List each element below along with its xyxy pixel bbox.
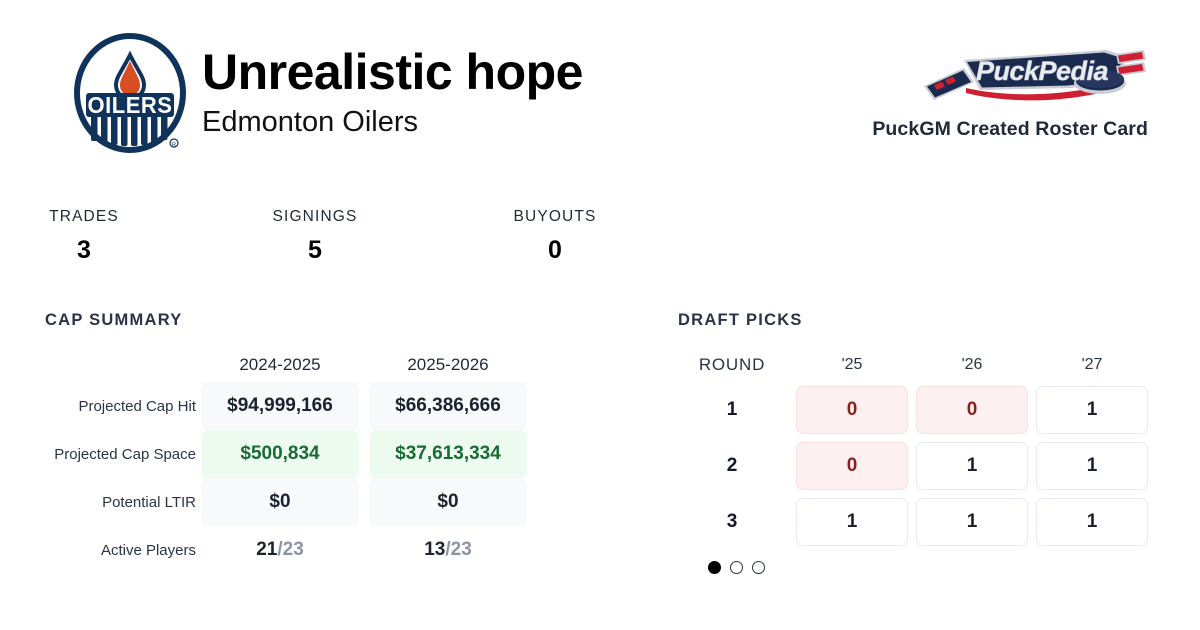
page-title: Unrealistic hope [202, 44, 584, 100]
table-row: Potential LTIR $0 $0 [0, 478, 532, 526]
cap-value-cell: $0 [201, 478, 359, 526]
stat-value: 3 [77, 236, 91, 264]
draft-year-header-0: '25 [841, 356, 863, 373]
cap-value-cell: $66,386,666 [369, 382, 527, 430]
stat-value: 0 [548, 236, 562, 264]
draft-pick-cell: 0 [796, 442, 908, 490]
draft-pick-cell: 1 [916, 442, 1028, 490]
draft-pick-cell: 1 [1036, 442, 1148, 490]
table-row: 2 0 1 1 [672, 438, 1152, 494]
draft-picks-table: ROUND '25 '26 '27 1 0 0 1 2 [672, 348, 1152, 550]
cap-value-cell: $94,999,166 [201, 382, 359, 430]
cap-header-row: 2024-2025 2025-2026 [0, 348, 532, 382]
draft-pick-cell: 1 [1036, 386, 1148, 434]
card-header: OILERS R Unrealistic hope Edmonton Oiler… [0, 0, 1200, 180]
table-row: Projected Cap Hit $94,999,166 $66,386,66… [0, 382, 532, 430]
team-name: Edmonton Oilers [202, 106, 418, 138]
cap-row-label: Active Players [100, 541, 196, 559]
cap-column-header-0: 2024-2025 [239, 355, 321, 374]
active-players-total: /23 [277, 539, 304, 560]
puckpedia-logo-icon[interactable]: PuckPedia [920, 42, 1148, 106]
active-players-total: /23 [445, 539, 472, 560]
stat-buyouts: BUYOUTS 0 [470, 208, 640, 265]
active-players-count: 21 [256, 539, 278, 560]
cap-summary-heading: CAP SUMMARY [45, 311, 183, 329]
svg-text:OILERS: OILERS [88, 92, 173, 118]
svg-text:R: R [172, 142, 176, 148]
draft-header-row: ROUND '25 '26 '27 [672, 348, 1152, 382]
draft-round-header: ROUND [698, 355, 766, 374]
draft-round-number: 3 [726, 511, 738, 532]
cap-value-cell: $500,834 [201, 430, 359, 478]
svg-text:PuckPedia: PuckPedia [976, 56, 1109, 86]
cap-row-label: Projected Cap Space [54, 445, 196, 463]
pagination-dot-3[interactable] [752, 561, 765, 574]
cap-value-cell: $0 [369, 478, 527, 526]
table-row: Projected Cap Space $500,834 $37,613,334 [0, 430, 532, 478]
draft-year-header-2: '27 [1081, 356, 1103, 373]
table-row: Active Players 21/23 13/23 [0, 526, 532, 574]
cap-value-cell: 13/23 [369, 526, 527, 574]
pagination-dot-2[interactable] [730, 561, 743, 574]
draft-pick-cell: 0 [916, 386, 1028, 434]
stat-signings: SIGNINGS 5 [230, 208, 400, 265]
stat-trades: TRADES 3 [0, 208, 168, 265]
stat-label: SIGNINGS [272, 208, 358, 225]
summary-stats: TRADES 3 SIGNINGS 5 BUYOUTS 0 [0, 208, 660, 278]
draft-picks-heading: DRAFT PICKS [678, 311, 803, 329]
edmonton-oilers-logo-icon: OILERS R [68, 33, 192, 157]
draft-picks-panel: ROUND '25 '26 '27 1 0 0 1 2 [672, 348, 1172, 550]
table-row: 1 0 0 1 [672, 382, 1152, 438]
cap-value-cell: 21/23 [201, 526, 359, 574]
cap-summary-panel: 2024-2025 2025-2026 Projected Cap Hit $9… [0, 348, 660, 574]
draft-pick-cell: 1 [1036, 498, 1148, 546]
pagination-dot-1[interactable] [708, 561, 721, 574]
draft-pick-cell: 1 [796, 498, 908, 546]
stat-label: TRADES [49, 208, 119, 225]
title-block: Unrealistic hope Edmonton Oilers [202, 44, 584, 140]
draft-year-header-1: '26 [961, 356, 983, 373]
cap-corner-cell [0, 348, 196, 382]
draft-pick-cell: 0 [796, 386, 908, 434]
draft-pick-cell: 1 [916, 498, 1028, 546]
cap-row-label: Potential LTIR [102, 493, 196, 511]
brand-block: PuckPedia PuckGM Created Roster Card [872, 42, 1148, 141]
carousel-pagination[interactable] [708, 561, 765, 574]
table-row: 3 1 1 1 [672, 494, 1152, 550]
draft-round-number: 2 [726, 455, 738, 476]
brand-caption: PuckGM Created Roster Card [872, 118, 1148, 140]
cap-value-cell: $37,613,334 [369, 430, 527, 478]
stat-value: 5 [308, 236, 322, 264]
cap-summary-table: 2024-2025 2025-2026 Projected Cap Hit $9… [0, 348, 532, 574]
cap-column-header-1: 2025-2026 [407, 355, 489, 374]
cap-row-label: Projected Cap Hit [78, 397, 196, 415]
active-players-count: 13 [424, 539, 446, 560]
draft-round-number: 1 [726, 399, 738, 420]
stat-label: BUYOUTS [513, 208, 597, 225]
